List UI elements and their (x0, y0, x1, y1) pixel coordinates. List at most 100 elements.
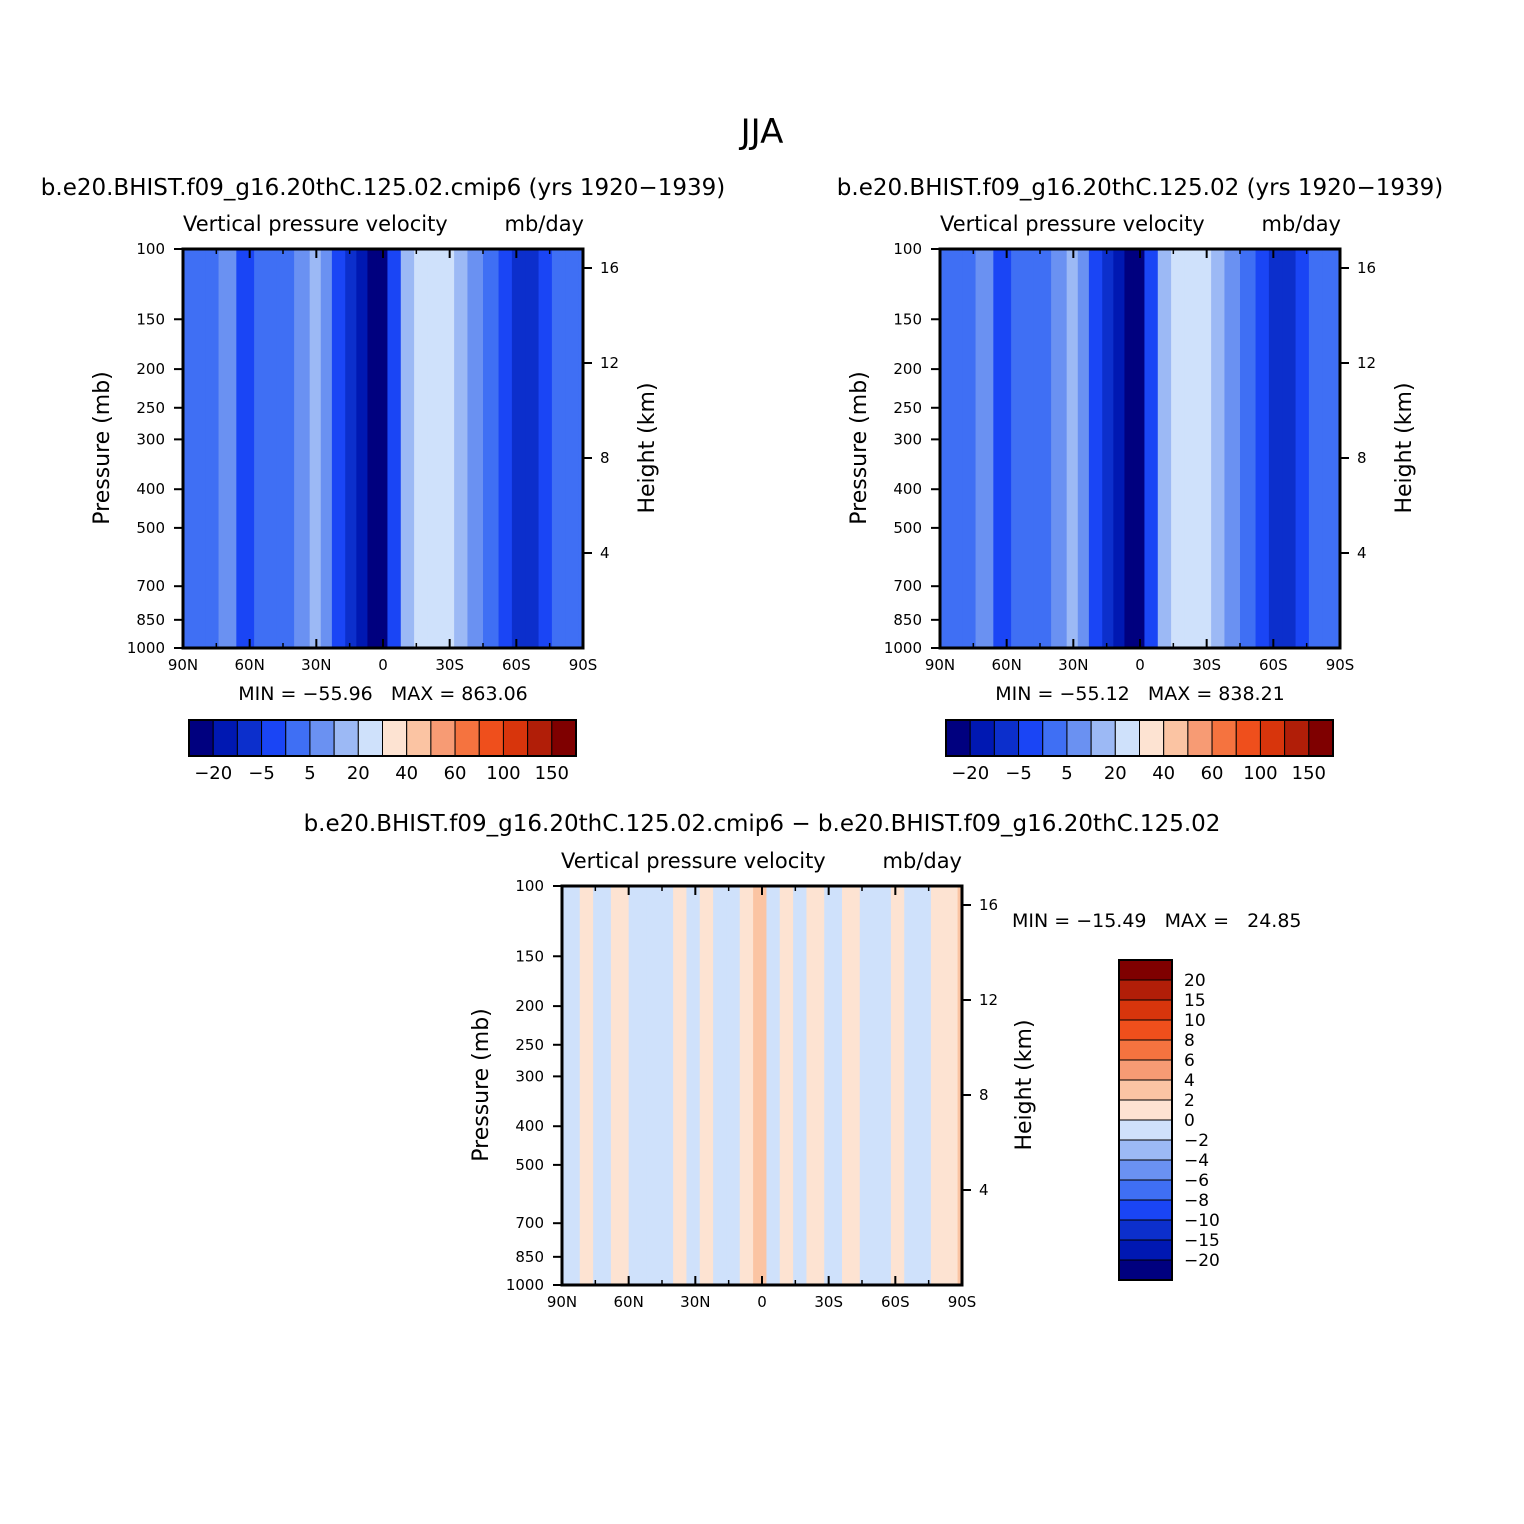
y-tick-label-pressure: 700 (893, 577, 922, 595)
contour-band (525, 249, 540, 648)
colorbar-label: −20 (951, 763, 989, 784)
contour-band (779, 886, 794, 1285)
x-tick-label: 60N (992, 656, 1022, 674)
colorbar-swatch (1118, 979, 1173, 1001)
contour-band (440, 249, 455, 648)
y-tick-label-height: 4 (1357, 544, 1367, 562)
y-tick-label-height: 16 (600, 259, 619, 277)
chart-marks: 90N 60N 30N 0 30S 60S 90S100150200250300400500… (127, 240, 1376, 1311)
contour-band (628, 886, 648, 1285)
y-tick-label-pressure: 500 (515, 1156, 544, 1174)
contour-band (673, 886, 688, 1285)
colorbar-label: 40 (395, 763, 418, 784)
contour-band (1102, 249, 1114, 648)
colorbar-label: 60 (444, 763, 467, 784)
colorbar-swatch (430, 719, 456, 757)
y-tick-label-pressure: 1000 (127, 639, 165, 657)
colorbar-label: 15 (1184, 991, 1206, 1011)
contour-band (376, 249, 389, 648)
panel-subtitle-left-top-right: Vertical pressure velocity (940, 212, 1205, 236)
y-axis-title-pressure-top-left: Pressure (mb) (90, 371, 115, 525)
y-tick-label-height: 4 (979, 1181, 989, 1199)
y-tick-label-pressure: 200 (515, 997, 544, 1015)
x-tick-label: 90S (1326, 656, 1355, 674)
y-tick-label-height: 12 (600, 354, 619, 372)
colorbar-swatch (1118, 1039, 1173, 1061)
contour-band (1224, 249, 1241, 648)
colorbar-swatch (1308, 719, 1334, 757)
x-tick-label: 90S (569, 656, 598, 674)
contour-band (218, 249, 237, 648)
contour-band (824, 886, 843, 1285)
colorbar-swatch (1118, 1099, 1173, 1121)
contour-band (345, 249, 357, 648)
contour-band (498, 249, 513, 648)
colorbar-swatch (1090, 719, 1116, 757)
colorbar-swatch (969, 719, 995, 757)
x-tick-label: 60N (614, 1293, 644, 1311)
colorbar-frame (188, 719, 577, 757)
y-tick-label-pressure: 400 (893, 480, 922, 498)
x-tick-label: 0 (378, 656, 388, 674)
colorbar-swatch (502, 719, 529, 757)
contour-band (944, 886, 959, 1285)
contour-band (579, 886, 594, 1285)
colorbar-swatch (1139, 719, 1165, 757)
colorbar-swatch (309, 719, 335, 757)
x-tick-label: 60S (502, 656, 531, 674)
contour-band (890, 886, 905, 1285)
colorbar-swatch (1284, 719, 1310, 757)
y-tick-label-height: 16 (1357, 259, 1376, 277)
contour-band (1051, 249, 1068, 648)
contour-band (859, 886, 879, 1285)
contour-band (904, 886, 919, 1285)
contour-band (205, 249, 220, 648)
x-tick-label: 30N (1058, 656, 1088, 674)
contour-band (367, 249, 377, 648)
contour-band (726, 886, 741, 1285)
contour-band (400, 249, 415, 648)
colorbar-label: 2 (1184, 1091, 1195, 1111)
y-tick-label-height: 8 (600, 449, 610, 467)
panel-subtitle-right-top-right: mb/day (1262, 212, 1342, 236)
y-tick-label-pressure: 500 (136, 519, 165, 537)
colorbar-label: −15 (1184, 1231, 1220, 1251)
contour-band (414, 249, 429, 648)
colorbar-frame (945, 719, 1334, 757)
colorbar-label: 100 (486, 763, 520, 784)
colorbar-swatch (1187, 719, 1213, 757)
contour-band (739, 886, 754, 1285)
y-tick-label-pressure: 150 (515, 947, 544, 965)
contour-band (806, 886, 825, 1285)
contour-band (538, 249, 553, 648)
contour-band (294, 249, 311, 648)
colorbar-swatch (945, 719, 971, 757)
colorbar-label: 6 (1184, 1051, 1195, 1071)
contour-band (1197, 249, 1212, 648)
colorbar-swatch (1018, 719, 1044, 757)
y-tick-label-pressure: 300 (893, 430, 922, 448)
contour-band (1268, 249, 1283, 648)
y-axis-title-pressure-top-right: Pressure (mb) (847, 371, 872, 525)
colorbar-swatch (1118, 1259, 1173, 1281)
colorbar-label: 5 (1061, 763, 1072, 784)
colorbar-label: 60 (1201, 763, 1224, 784)
x-tick-label: 60S (1259, 656, 1288, 674)
colorbar-swatch (1235, 719, 1261, 757)
y-tick-label-height: 4 (600, 544, 610, 562)
min-max-top-left: MIN = −55.96 MAX = 863.06 (238, 683, 528, 705)
colorbar-swatch (1042, 719, 1068, 757)
x-tick-label: 30S (814, 1293, 843, 1311)
contour-band (356, 249, 369, 648)
x-tick-label: 90N (925, 656, 955, 674)
colorbar-label: −8 (1184, 1191, 1209, 1211)
y-tick-label-pressure: 850 (136, 611, 165, 629)
y-axis-title-pressure-bottom-diff: Pressure (mb) (469, 1008, 494, 1162)
colorbar-label: 4 (1184, 1071, 1195, 1091)
colorbar-swatch (527, 719, 553, 757)
contour-band (1295, 249, 1310, 648)
x-tick-label: 30S (1192, 656, 1221, 674)
y-tick-label-pressure: 300 (136, 430, 165, 448)
colorbar-label: 20 (1104, 763, 1127, 784)
colorbar-swatch (1259, 719, 1286, 757)
